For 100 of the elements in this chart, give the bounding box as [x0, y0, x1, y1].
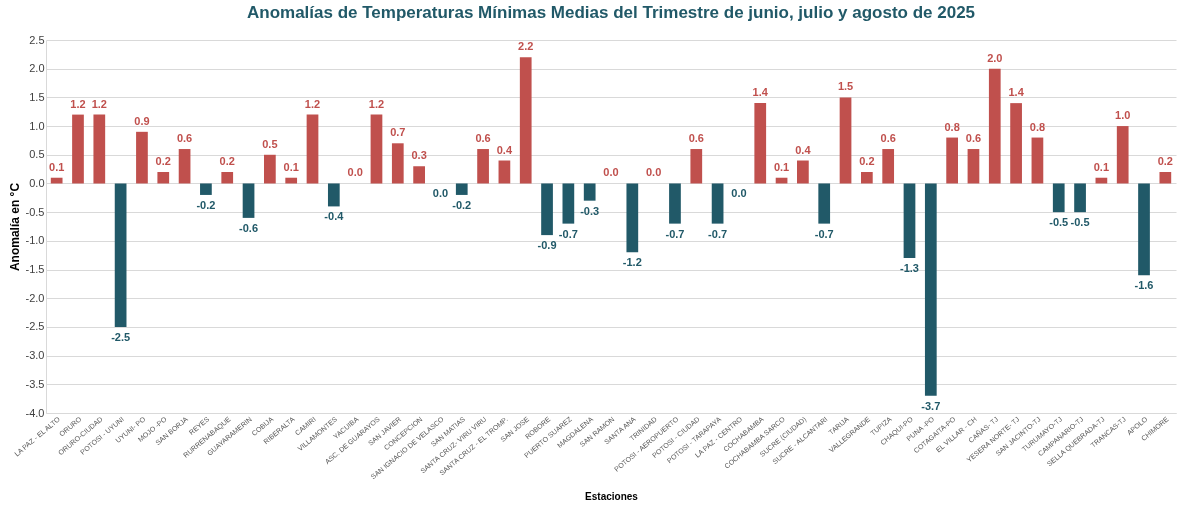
data-label: 2.0: [987, 51, 1003, 64]
bar: [924, 183, 937, 396]
data-label: 0.2: [219, 154, 235, 167]
bar: [988, 68, 1001, 184]
data-label: 1.2: [91, 97, 107, 110]
bar: [1116, 126, 1129, 184]
data-label: 0.6: [475, 132, 491, 145]
y-tick-label: 1.5: [29, 90, 45, 103]
bar: [413, 166, 425, 184]
data-label: -0.9: [537, 239, 557, 252]
bar: [541, 183, 553, 236]
bar: [967, 149, 980, 184]
bar: [669, 183, 681, 224]
data-label: 0.2: [155, 154, 171, 167]
data-label: 0.8: [944, 120, 960, 133]
y-tick-label: 1.0: [29, 119, 45, 132]
data-label: 0.0: [603, 166, 619, 179]
bar: [114, 183, 127, 327]
data-label: -0.7: [665, 227, 685, 240]
y-tick-label: -1.5: [25, 263, 45, 276]
x-axis-title: Estaciones: [585, 491, 639, 503]
y-tick-label: -4.0: [25, 406, 45, 419]
data-label: 0.0: [347, 166, 363, 179]
data-label: 0.6: [965, 132, 982, 145]
data-label: -1.6: [1134, 279, 1154, 292]
y-axis-title: Anomalía en °C: [7, 182, 22, 272]
data-label: 0.8: [1029, 120, 1046, 133]
bar: [370, 114, 383, 184]
bar: [882, 149, 895, 184]
data-label: -0.7: [558, 227, 578, 240]
data-label: -3.7: [921, 399, 941, 412]
y-tick-label: -2.0: [25, 291, 45, 304]
bar: [839, 97, 852, 184]
y-tick-label: -0.5: [25, 205, 45, 218]
data-label: -0.3: [580, 204, 600, 217]
data-label: -0.2: [452, 198, 472, 211]
data-label: 0.7: [390, 126, 406, 139]
data-label: -0.4: [324, 210, 345, 223]
bar: [797, 160, 809, 184]
bar: [93, 114, 106, 184]
data-label: 1.2: [304, 97, 321, 110]
bar: [477, 149, 489, 184]
data-label: 0.2: [859, 154, 875, 167]
bar: [860, 171, 873, 184]
data-label: 0.6: [880, 132, 896, 145]
bar: [136, 131, 148, 184]
bar: [1010, 103, 1022, 184]
bar: [498, 160, 511, 184]
y-tick-label: 2.5: [29, 33, 45, 46]
y-tick-label: -3.5: [25, 377, 45, 390]
data-label: 0.4: [496, 143, 513, 156]
bar: [1074, 183, 1086, 213]
data-label: 2.2: [518, 40, 534, 53]
data-label: -0.5: [1070, 216, 1090, 229]
data-label: 0.3: [411, 149, 427, 162]
data-label: 0.0: [731, 187, 747, 200]
bar: [711, 183, 724, 224]
bar: [455, 183, 468, 195]
data-label: 0.5: [262, 137, 278, 150]
y-tick-label: -2.5: [25, 320, 45, 333]
data-label: 0.1: [283, 160, 299, 173]
data-label: 0.6: [176, 132, 193, 145]
data-label: -2.5: [111, 330, 131, 343]
bar: [1138, 183, 1150, 276]
data-label: 1.5: [837, 80, 854, 93]
bar: [391, 143, 404, 184]
bar: [903, 183, 916, 259]
bar: [1031, 137, 1044, 184]
data-label: 1.2: [368, 97, 385, 110]
data-label: 0.1: [1093, 160, 1110, 173]
data-label: -0.5: [1049, 216, 1069, 229]
bar: [306, 114, 319, 184]
y-tick-label: 2.0: [29, 62, 45, 75]
data-label: -0.2: [196, 198, 216, 211]
bar: [1052, 183, 1065, 213]
data-label: 0.1: [49, 160, 65, 173]
data-label: -0.6: [239, 221, 259, 234]
data-label: 0.4: [795, 143, 812, 156]
bar: [50, 177, 63, 184]
bar: [690, 149, 703, 184]
bar: [157, 171, 170, 184]
bar: [946, 137, 958, 184]
data-label: 0.6: [688, 132, 704, 145]
bar: [200, 183, 212, 195]
bar: [818, 183, 831, 224]
bar: [327, 183, 340, 207]
data-label: 0.9: [134, 114, 150, 127]
data-label: 0.0: [432, 187, 449, 200]
y-tick-label: -3.0: [25, 349, 45, 362]
bar: [264, 154, 276, 184]
bar: [242, 183, 255, 218]
chart-title: Anomalías de Temperaturas Mínimas Medias del Trimestre de junio, julio y agosto de 2025: [246, 3, 976, 22]
bar: [754, 103, 767, 184]
bar: [519, 57, 532, 184]
bar: [285, 177, 298, 184]
data-label: -0.7: [814, 227, 834, 240]
y-tick-label: 0.0: [29, 176, 45, 189]
data-label: 1.4: [752, 86, 769, 99]
bar: [562, 183, 575, 224]
bar: [72, 114, 84, 184]
